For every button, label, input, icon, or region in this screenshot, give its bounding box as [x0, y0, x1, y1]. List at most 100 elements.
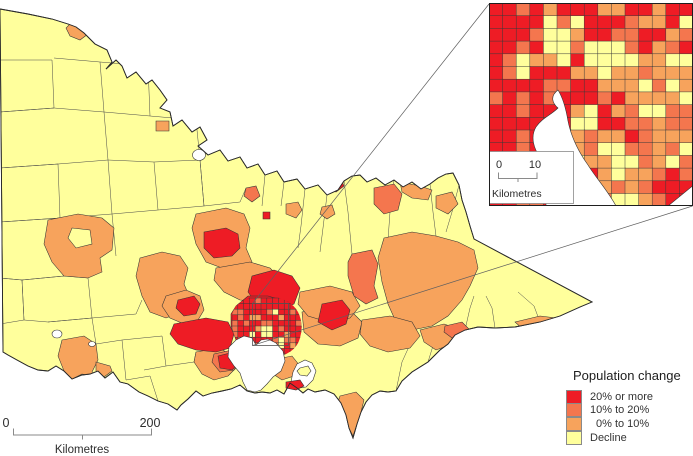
sla-cell [237, 320, 245, 327]
sla-cell [679, 155, 693, 169]
region-patch [203, 227, 241, 259]
sla-cell [278, 308, 285, 316]
legend-item-0-10: 0% to 10% [563, 416, 693, 431]
sla-cell [665, 78, 681, 93]
sla-cell [597, 78, 613, 93]
sla-cell [611, 104, 626, 119]
sla-cell [597, 117, 613, 131]
sla-cell [529, 66, 545, 81]
sla-cell [266, 314, 274, 322]
sla-cell [556, 66, 572, 81]
lake [88, 341, 96, 347]
sla-cell [583, 104, 599, 119]
sla-cell [543, 53, 558, 68]
inset-sea-corner [668, 185, 693, 206]
sla-cell [283, 303, 291, 310]
sla-cell [651, 104, 667, 119]
sla-cell [243, 314, 251, 322]
sla-cell [597, 40, 613, 55]
sla-cell [624, 117, 640, 131]
sla-cell [237, 308, 245, 316]
sla-cell [638, 117, 654, 131]
sla-cell [597, 167, 613, 182]
sla-cell [665, 104, 681, 119]
sla-cell [651, 155, 667, 169]
sla-cell [611, 15, 626, 30]
sla-cell [665, 53, 681, 68]
region-patch [359, 315, 421, 353]
sla-cell [570, 91, 586, 106]
sla-cell [638, 167, 654, 182]
sla-cell [651, 167, 667, 182]
sla-cell [243, 320, 251, 327]
sla-cell [624, 3, 640, 17]
legend-swatch-20-plus [566, 389, 582, 404]
sla-cell [638, 142, 654, 157]
sla-cell [489, 40, 504, 55]
sla-cell [570, 40, 586, 55]
french-island [296, 365, 312, 377]
regions-0-to-10 [43, 23, 557, 437]
sla-cell [583, 3, 599, 17]
main-scale-max: 200 [140, 416, 161, 430]
sla-cell [665, 66, 681, 81]
sla-cell [665, 91, 681, 106]
legend-label: 0% to 10% [596, 417, 650, 430]
sla-cell [679, 40, 693, 55]
sla-cell [651, 180, 667, 195]
sla-cell [295, 320, 302, 327]
sla-cell [272, 320, 280, 327]
sla-cell [624, 167, 640, 182]
sla-cell [283, 314, 291, 322]
sla-cell [237, 314, 245, 322]
sla-cell [597, 15, 613, 30]
region-patch [67, 227, 93, 249]
sla-cell [679, 167, 693, 182]
sla-cell [651, 78, 667, 93]
sla-cell [515, 15, 531, 30]
sla-cell [651, 53, 667, 68]
sla-cell [289, 308, 297, 316]
inset-scalebar-box [489, 151, 574, 204]
region-patch [262, 211, 271, 220]
sla-cell [624, 142, 640, 157]
sla-cell [502, 104, 518, 119]
sla-cell [529, 91, 545, 106]
sla-cell [502, 53, 518, 68]
sla-cell [515, 66, 531, 81]
sla-cell [665, 167, 681, 182]
sla-cell [272, 331, 280, 338]
sla-cell [570, 117, 586, 131]
sla-cell [529, 28, 545, 42]
sla-cell [260, 325, 268, 333]
sla-cell [278, 314, 285, 322]
sla-cell [237, 303, 245, 310]
sla-cell [597, 53, 613, 68]
sla-cell [624, 15, 640, 30]
sla-cell [611, 91, 626, 106]
legend-swatch-10-20 [566, 403, 582, 418]
sla-cell [254, 303, 262, 310]
region-patch [377, 231, 479, 331]
sla-cell [651, 193, 667, 206]
sla-cell [556, 53, 572, 68]
sla-cell [597, 104, 613, 119]
lake [51, 329, 63, 339]
sla-cell [651, 91, 667, 106]
sla-cell [679, 91, 693, 106]
sla-cell [583, 129, 599, 144]
sla-cell [502, 3, 518, 17]
sla-cell [278, 320, 285, 327]
water-bodies [51, 149, 317, 393]
sla-cell [638, 91, 654, 106]
sla-cell [489, 28, 504, 42]
sla-cell [638, 66, 654, 81]
sla-cell [237, 325, 245, 333]
sla-cell [489, 129, 504, 144]
sla-cell [611, 167, 626, 182]
lake [192, 149, 206, 161]
sla-cell [502, 78, 518, 93]
sla-cell [529, 3, 545, 17]
sla-cell [570, 78, 586, 93]
sla-cell [543, 66, 558, 81]
